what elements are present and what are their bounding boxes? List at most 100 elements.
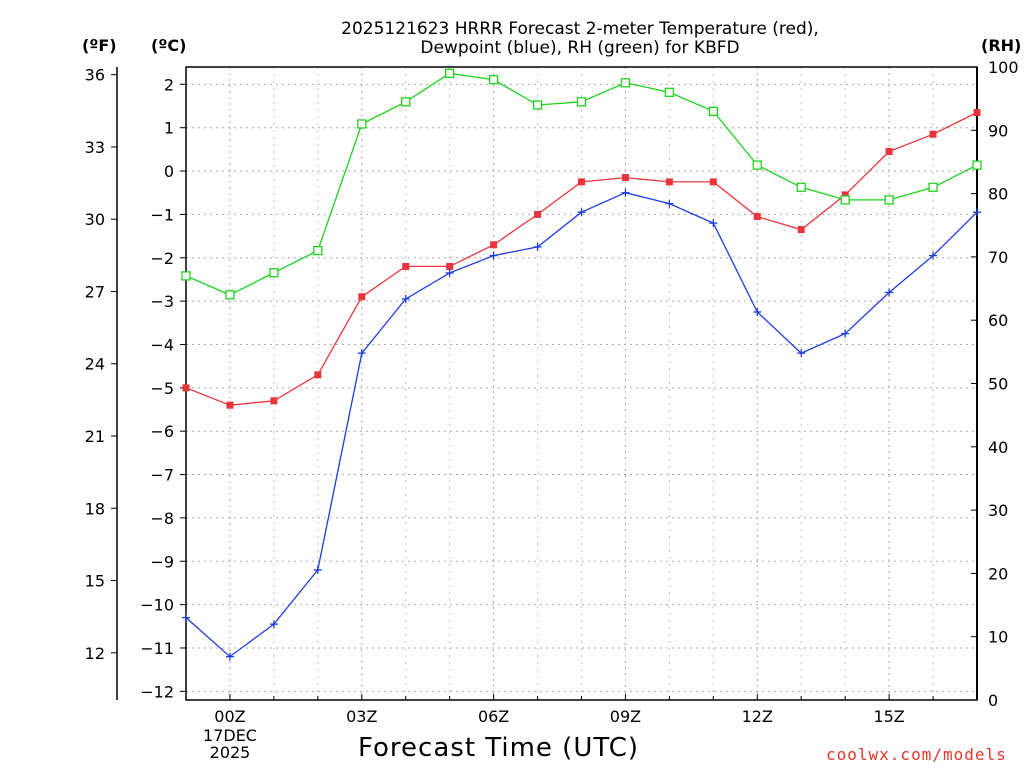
rh-tick-label: 80	[988, 185, 1008, 204]
grid-lines	[185, 67, 978, 700]
x-tick-label: 06Z	[478, 707, 509, 726]
fahrenheit-tick-label: 15	[85, 572, 105, 591]
dewpoint-point	[753, 307, 762, 316]
dewpoint-point	[401, 294, 410, 303]
rh-point	[928, 182, 938, 192]
x-tick-label: 12Z	[742, 707, 773, 726]
credit-text: coolwx.com/models	[826, 745, 1007, 764]
fahrenheit-tick-label: 30	[85, 210, 105, 229]
temperature-point	[402, 262, 410, 270]
rh-point	[488, 75, 499, 85]
fahrenheit-unit-label: (ºF)	[82, 36, 117, 55]
rh-point	[884, 195, 894, 205]
celsius-tick-label: −2	[150, 249, 174, 268]
celsius-tick-label: −11	[140, 639, 174, 658]
temperature-point	[753, 213, 761, 221]
x-tick-label: 00Z	[214, 707, 245, 726]
rh-point	[752, 160, 762, 170]
dewpoint-point	[357, 349, 366, 358]
x-tick-label: 15Z	[873, 707, 904, 726]
temperature-point	[226, 401, 234, 409]
rh-tick-label: 10	[988, 628, 1008, 647]
rh-point	[664, 87, 675, 97]
temperature-point	[490, 241, 498, 249]
celsius-tick-label: −12	[140, 682, 174, 701]
celsius-tick-label: −6	[150, 422, 174, 441]
date-label-year: 2025	[209, 743, 251, 762]
celsius-tick-label: 2	[164, 75, 174, 94]
celsius-tick-label: 0	[164, 162, 174, 181]
chart-title-line-1: 2025121623 HRRR Forecast 2-meter Tempera…	[341, 19, 819, 39]
dewpoint-point	[225, 652, 234, 661]
celsius-tick-label: −8	[150, 509, 174, 528]
rh-point	[708, 106, 718, 116]
celsius-tick-label: 1	[164, 119, 174, 138]
dewpoint-point	[665, 199, 674, 208]
celsius-tick-label: −10	[140, 596, 174, 615]
rh-tick-label: 30	[988, 501, 1008, 520]
axes: 363330272421181512210−1−2−3−4−5−6−7−8−9−…	[85, 58, 1019, 726]
dewpoint-point	[709, 219, 718, 228]
dewpoint-point	[797, 349, 806, 358]
rh-tick-label: 100	[988, 58, 1019, 77]
dewpoint-point	[533, 242, 542, 251]
rh-point	[972, 160, 982, 170]
temperature-point	[885, 148, 893, 156]
rh-point	[225, 290, 235, 300]
series-layer	[181, 68, 982, 661]
rh-tick-label: 40	[988, 438, 1008, 457]
rh-tick-label: 60	[988, 311, 1008, 330]
celsius-tick-label: −5	[150, 379, 174, 398]
rh-tick-label: 20	[988, 564, 1008, 583]
rh-point	[181, 271, 191, 281]
temperature-point	[621, 174, 629, 182]
temperature-point	[358, 293, 366, 301]
dewpoint-point	[489, 251, 498, 260]
rh-tick-label: 90	[988, 121, 1008, 140]
dewpoint-point	[182, 613, 190, 622]
rh-tick-label: 50	[988, 375, 1008, 394]
date-label-day: 17DEC	[203, 726, 257, 745]
rh-point	[401, 97, 411, 107]
fahrenheit-tick-label: 27	[85, 282, 105, 301]
temperature-point	[314, 371, 322, 379]
dewpoint-point	[973, 208, 981, 217]
dewpoint-point	[445, 268, 454, 277]
temperature-point	[534, 210, 542, 218]
fahrenheit-tick-label: 12	[85, 644, 105, 663]
x-tick-label: 03Z	[346, 707, 377, 726]
rh-point	[620, 78, 631, 88]
fahrenheit-tick-label: 18	[85, 499, 105, 518]
rh-point	[357, 119, 367, 129]
dewpoint-point	[269, 620, 278, 629]
rh-point	[269, 268, 279, 278]
temperature-point	[709, 178, 717, 186]
dewpoint-point	[577, 208, 586, 217]
dewpoint-point	[841, 329, 850, 338]
rh-point	[840, 195, 850, 205]
temperature-point	[665, 178, 673, 186]
rh-tick-label: 70	[988, 248, 1008, 267]
rh-unit-label: (RH)	[981, 36, 1022, 55]
fahrenheit-tick-label: 24	[85, 355, 105, 374]
chart-title-line-2: Dewpoint (blue), RH (green) for KBFD	[420, 38, 740, 58]
rh-point	[796, 182, 806, 192]
celsius-tick-label: −1	[150, 205, 174, 224]
x-tick-label: 09Z	[610, 707, 641, 726]
rh-tick-label: 0	[988, 691, 998, 710]
dewpoint-point	[313, 565, 322, 574]
temperature-point	[270, 397, 278, 405]
celsius-unit-label: (ºC)	[151, 36, 187, 55]
temperature-point	[578, 178, 585, 186]
temperature-point	[929, 130, 937, 138]
temperature-point	[182, 384, 190, 392]
fahrenheit-tick-label: 21	[85, 427, 105, 446]
temperature-point	[446, 262, 454, 270]
dewpoint-point	[885, 288, 894, 297]
temperature-point	[973, 109, 981, 117]
fahrenheit-tick-label: 36	[85, 66, 105, 85]
x-axis-label: Forecast Time (UTC)	[358, 733, 640, 763]
celsius-tick-label: −4	[150, 335, 174, 354]
rh-point	[445, 68, 455, 78]
